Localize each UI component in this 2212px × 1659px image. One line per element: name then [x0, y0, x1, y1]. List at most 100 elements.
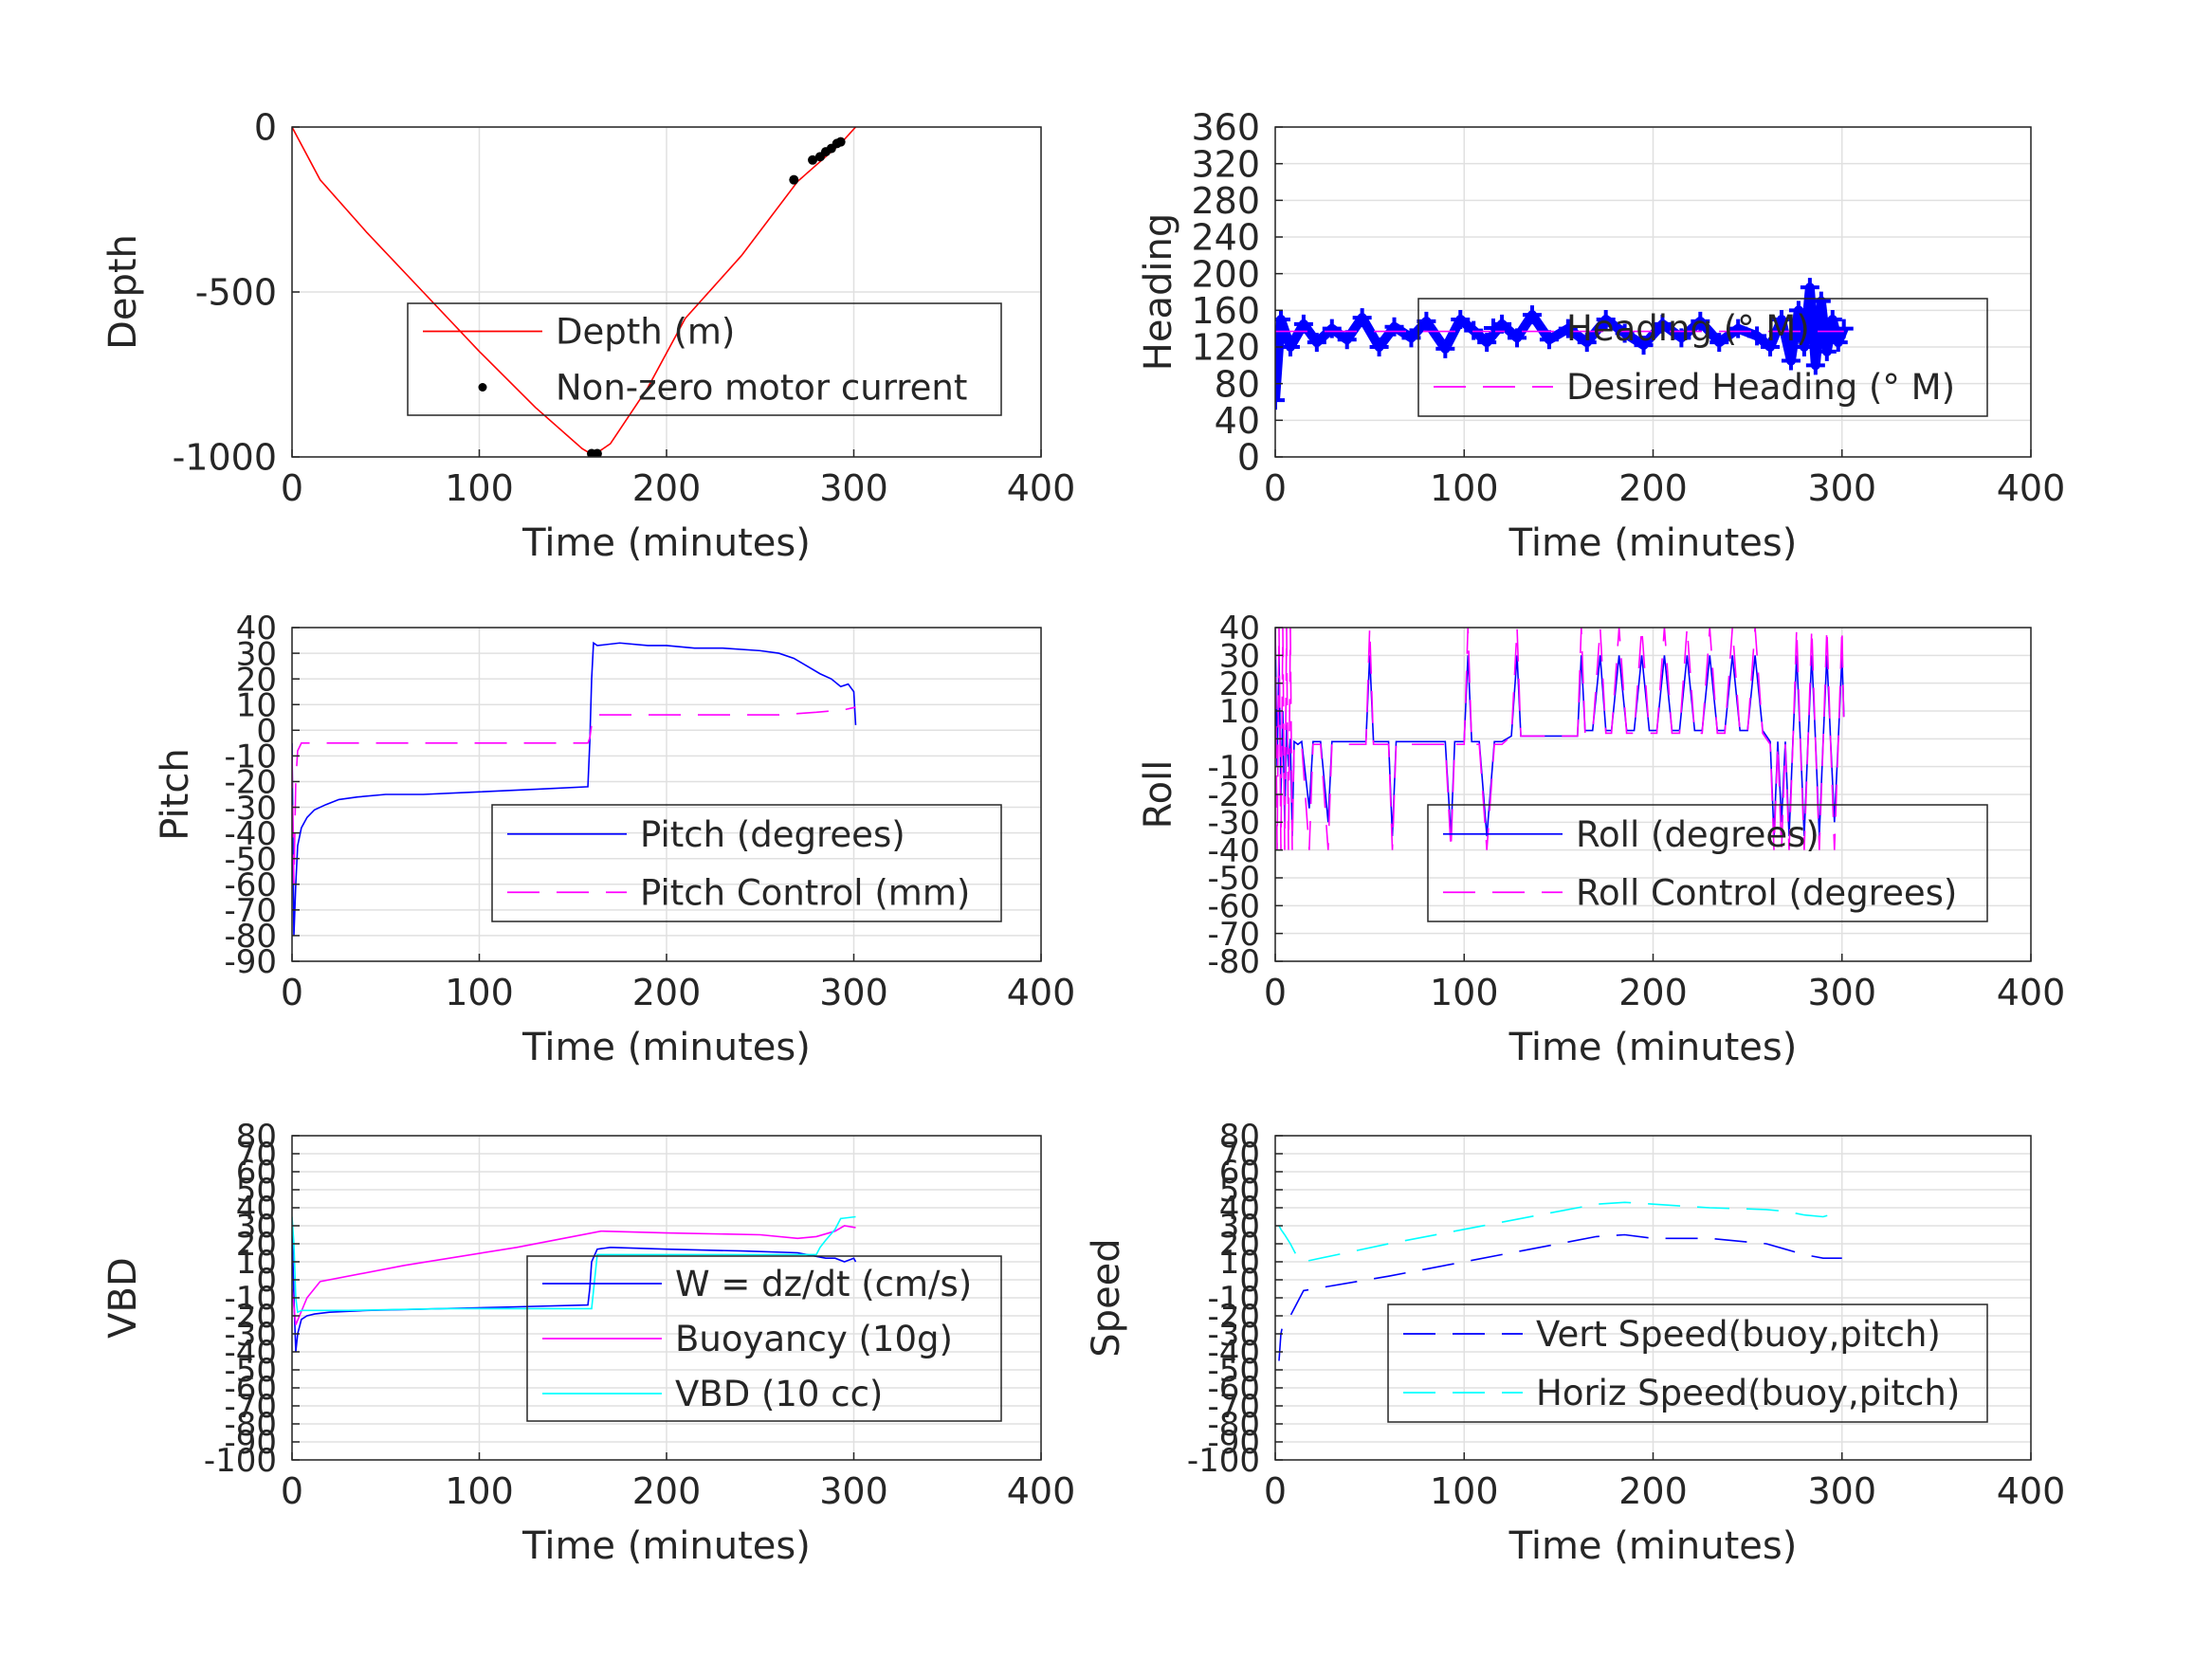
- subplot-4-ytick-label: 10: [236, 1244, 277, 1282]
- subplot-0-ytick-label: -1000: [173, 437, 277, 479]
- subplot-3-ytick-label: -30: [1207, 805, 1260, 843]
- subplot-1-ytick-label: 360: [1191, 107, 1260, 149]
- subplot-2-ylabel: Pitch: [154, 748, 197, 840]
- subplot-0-series-1-point: [835, 137, 846, 147]
- subplot-2-ytick-label: -10: [224, 738, 277, 776]
- subplot-2-ytick-label: -30: [224, 790, 277, 828]
- subplot-5-ytick-label: -40: [1207, 1334, 1260, 1372]
- subplot-2-ytick-label: -40: [224, 815, 277, 853]
- subplot-2-ytick-label: 0: [256, 713, 277, 751]
- subplot-4-ytick-label: 80: [236, 1118, 277, 1156]
- subplot-4-ytick-label: -30: [224, 1316, 277, 1354]
- subplot-3-xtick-label: 400: [1997, 972, 2066, 1013]
- subplot-3-ytick-label: -20: [1207, 776, 1260, 814]
- subplot-1-ytick-label: 280: [1191, 180, 1260, 222]
- subplot-3-xtick-label: 200: [1618, 972, 1688, 1013]
- subplot-4-xtick-label: 400: [1007, 1470, 1076, 1512]
- subplot-3-ytick-label: 40: [1219, 610, 1260, 647]
- subplot-1-series-0-band: [1275, 283, 1849, 401]
- subplot-4-ytick-label: -100: [204, 1442, 277, 1480]
- subplot-2-ytick-label: 20: [236, 661, 277, 699]
- subplot-1-series-0-point: [1275, 391, 1285, 410]
- subplot-1-legend-marker: [1484, 319, 1503, 337]
- subplot-5-ytick-label: 70: [1219, 1136, 1260, 1174]
- subplot-1-plot-area: [1275, 278, 1854, 410]
- subplot-roll: 0 100 200 300 400-80-70-60-50-40-30-20-10010…: [1137, 610, 2065, 1069]
- subplot-5-xtick-label: 0: [1264, 1470, 1287, 1512]
- subplot-2-ytick-label: 40: [236, 610, 277, 647]
- subplot-4-legend-box: [526, 1255, 1002, 1422]
- subplot-5-ytick-label: -60: [1207, 1370, 1260, 1408]
- subplot-5-legend-label: Horiz Speed(buoy,pitch): [1536, 1373, 1960, 1413]
- subplot-1-xlabel: Time (minutes): [1508, 521, 1798, 565]
- subplot-1-ytick-label: 200: [1191, 253, 1260, 295]
- subplot-1-ytick-label: 0: [1237, 437, 1260, 479]
- subplot-0-legend-label: Depth (m): [556, 312, 735, 353]
- subplot-4-ytick-label: 0: [256, 1262, 277, 1300]
- subplot-2-legend-label: Pitch Control (mm): [640, 872, 970, 913]
- subplot-4-legend-label: W = dz/dt (cm/s): [675, 1264, 972, 1304]
- subplot-5-ytick-label: -20: [1207, 1298, 1260, 1336]
- subplot-3-ytick-label: -40: [1207, 832, 1260, 870]
- subplot-2-series-1-line: [292, 706, 856, 884]
- subplot-2-xtick-label: 400: [1007, 972, 1076, 1013]
- subplot-4-ytick-label: 20: [236, 1226, 277, 1264]
- subplot-4-ytick-label: -60: [224, 1370, 277, 1408]
- subplot-5-legend-box: [1387, 1304, 1988, 1423]
- subplot-5-ytick-label: -80: [1207, 1406, 1260, 1444]
- subplot-4-ytick-label: 60: [236, 1154, 277, 1192]
- subplot-3-ytick-label: 30: [1219, 638, 1260, 676]
- subplot-4-ytick-label: -80: [224, 1406, 277, 1444]
- subplot-0-xtick-label: 0: [281, 467, 303, 509]
- subplot-3-xtick-label: 300: [1807, 972, 1876, 1013]
- subplot-5-ytick-label: 50: [1219, 1172, 1260, 1210]
- subplot-2-legend-label: Pitch (degrees): [640, 814, 905, 855]
- subplot-4-series-2-line: [292, 1215, 856, 1314]
- subplot-5-ylabel: Speed: [1085, 1238, 1128, 1357]
- subplot-4-xtick-label: 300: [819, 1470, 888, 1512]
- subplot-3-legend-label: Roll (degrees): [1576, 814, 1819, 855]
- subplot-0-ytick-label: 0: [254, 107, 277, 149]
- subplot-1-xtick-label: 200: [1618, 467, 1688, 509]
- subplot-2-xtick-label: 0: [281, 972, 303, 1013]
- subplot-2-plot-area: [292, 641, 857, 936]
- subplot-4-ytick-label: 70: [236, 1136, 277, 1174]
- subplot-2-xlabel: Time (minutes): [521, 1026, 811, 1069]
- subplot-5-ytick-label: -10: [1207, 1280, 1260, 1318]
- subplot-3-ylabel: Roll: [1137, 760, 1180, 830]
- subplot-1-ytick-label: 40: [1215, 400, 1260, 442]
- subplot-2-ytick-label: -70: [224, 892, 277, 930]
- subplot-3-xtick-label: 0: [1264, 972, 1287, 1013]
- subplot-2-ytick-label: -80: [224, 918, 277, 956]
- subplot-3-ytick-label: 20: [1219, 665, 1260, 703]
- subplot-0-ytick-label: -500: [195, 272, 277, 314]
- subplot-3-plot-area: [1275, 628, 1845, 850]
- subplot-3-legend-label: Roll Control (degrees): [1576, 872, 1957, 913]
- subplot-2-ytick-label: 10: [236, 686, 277, 724]
- subplot-3-ytick-label: -60: [1207, 888, 1260, 926]
- subplot-depth: 0 100 200 300 400 -1000 -500 0 Time (minutes) Dep…: [101, 107, 1075, 565]
- subplot-1-ylabel: Heading: [1137, 213, 1180, 371]
- subplot-5-ytick-label: 80: [1219, 1118, 1260, 1156]
- subplot-3-ytick-label: -70: [1207, 916, 1260, 954]
- subplot-5-ytick-label: -70: [1207, 1388, 1260, 1426]
- subplot-0-series-0-line: [292, 127, 857, 457]
- subplot-4-legend-label: Buoyancy (10g): [675, 1319, 953, 1359]
- subplot-2-ytick-label: -90: [224, 943, 277, 981]
- subplot-2-ytick-label: -20: [224, 764, 277, 802]
- subplot-5-ytick-label: -90: [1207, 1424, 1260, 1462]
- subplot-2-series-0-line: [292, 641, 857, 936]
- subplot-5-ytick-label: 10: [1219, 1244, 1260, 1282]
- subplot-4-ytick-label: 50: [236, 1172, 277, 1210]
- subplot-4-xlabel: Time (minutes): [521, 1524, 811, 1568]
- subplot-1-legend-label: Heading (° M): [1566, 308, 1810, 349]
- subplot-0-xtick-label: 400: [1007, 467, 1076, 509]
- subplot-5-xtick-label: 100: [1430, 1470, 1499, 1512]
- subplot-4-ytick-label: -40: [224, 1334, 277, 1372]
- subplot-3-ytick-label: 10: [1219, 693, 1260, 731]
- subplot-5-xlabel: Time (minutes): [1508, 1524, 1798, 1568]
- subplot-1-xtick-label: 100: [1430, 467, 1499, 509]
- subplot-0-ylabel: Depth: [101, 234, 145, 350]
- subplot-4-ytick-label: 30: [236, 1208, 277, 1246]
